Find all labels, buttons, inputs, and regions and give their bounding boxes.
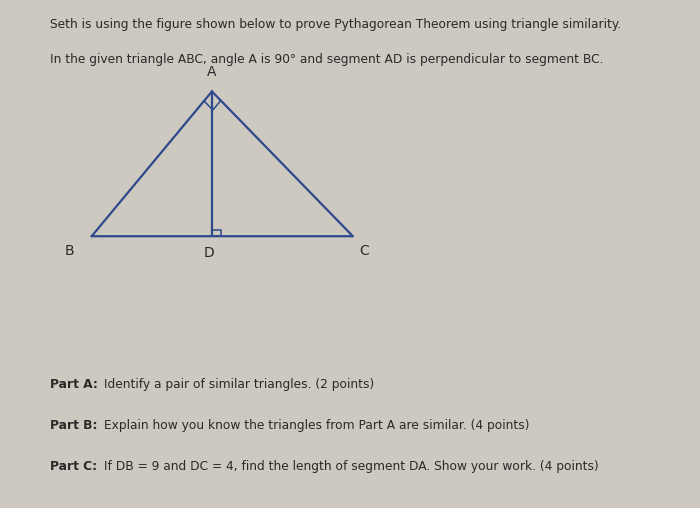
Text: Part C:: Part C: bbox=[50, 460, 97, 473]
Text: Explain how you know the triangles from Part A are similar. (4 points): Explain how you know the triangles from … bbox=[100, 419, 529, 432]
Text: Seth is using the figure shown below to prove Pythagorean Theorem using triangle: Seth is using the figure shown below to … bbox=[50, 18, 622, 31]
Text: D: D bbox=[203, 246, 214, 261]
Text: C: C bbox=[360, 244, 370, 258]
Text: If DB = 9 and DC = 4, find the length of segment DA. Show your work. (4 points): If DB = 9 and DC = 4, find the length of… bbox=[100, 460, 598, 473]
Text: Identify a pair of similar triangles. (2 points): Identify a pair of similar triangles. (2… bbox=[100, 378, 374, 392]
Text: Part B:: Part B: bbox=[50, 419, 98, 432]
Text: In the given triangle ABC, angle A is 90° and segment AD is perpendicular to seg: In the given triangle ABC, angle A is 90… bbox=[50, 53, 604, 67]
Text: A: A bbox=[207, 65, 217, 79]
Text: Part A:: Part A: bbox=[50, 378, 98, 392]
Text: B: B bbox=[65, 244, 74, 258]
